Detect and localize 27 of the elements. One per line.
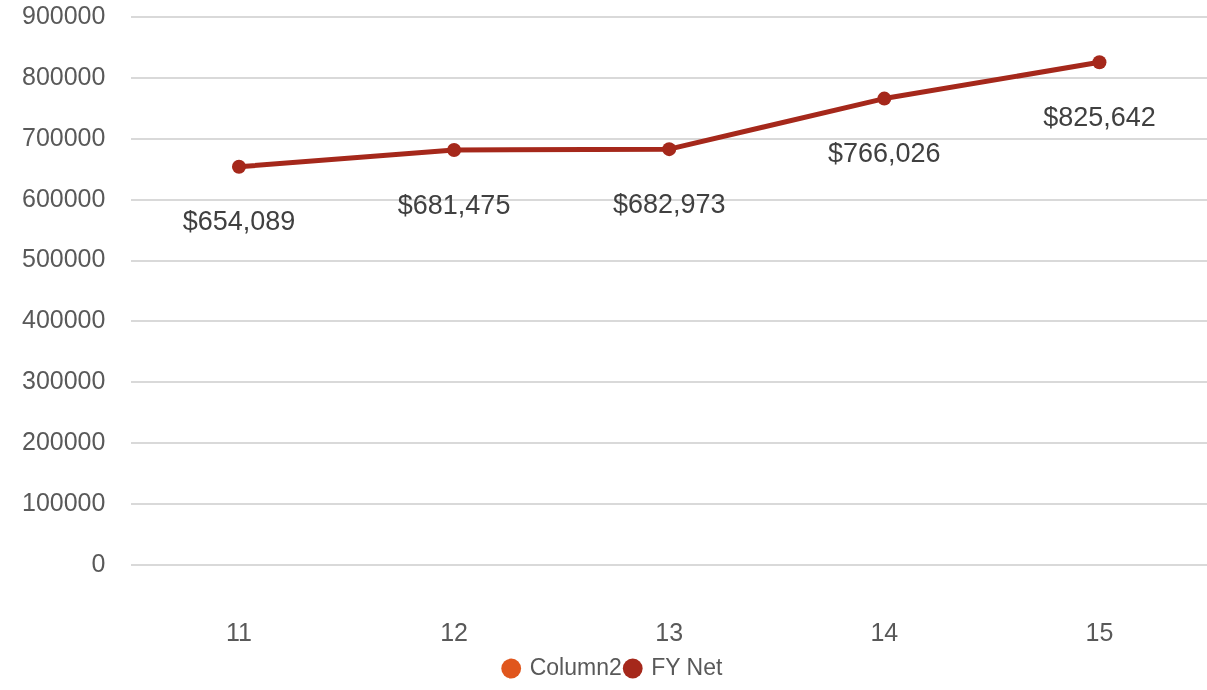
data-label: $654,089 [182,206,296,237]
y-tick-label: 900000 [21,0,106,29]
data-label: $682,973 [612,188,726,219]
data-label: $681,475 [397,189,511,220]
y-tick-label: 500000 [21,244,106,273]
y-tick-label: 300000 [21,366,106,395]
point [877,91,892,106]
y-tick-label: 700000 [21,122,106,151]
y-tick-label: 800000 [21,61,106,90]
y-tick-label: 0 [91,548,106,577]
y-tick-label: 100000 [21,488,106,516]
y-tick-label: 400000 [21,305,106,334]
x-tick-label: 15 [1085,617,1114,646]
x-tick-label: 14 [870,617,899,646]
legend-label: FY Net [651,653,723,680]
point [447,143,462,158]
x-tick-label: 13 [655,617,684,646]
point [662,142,677,157]
point [1092,55,1107,70]
legend-label: Column2 [529,653,622,680]
y-tick-label: 200000 [21,427,106,456]
data-label: $825,642 [1043,101,1156,132]
x-tick-label: 12 [440,617,468,646]
x-tick-label: 11 [226,617,252,646]
y-tick-label: 600000 [21,183,106,212]
data-label: $766,026 [828,138,941,169]
point [231,159,246,174]
